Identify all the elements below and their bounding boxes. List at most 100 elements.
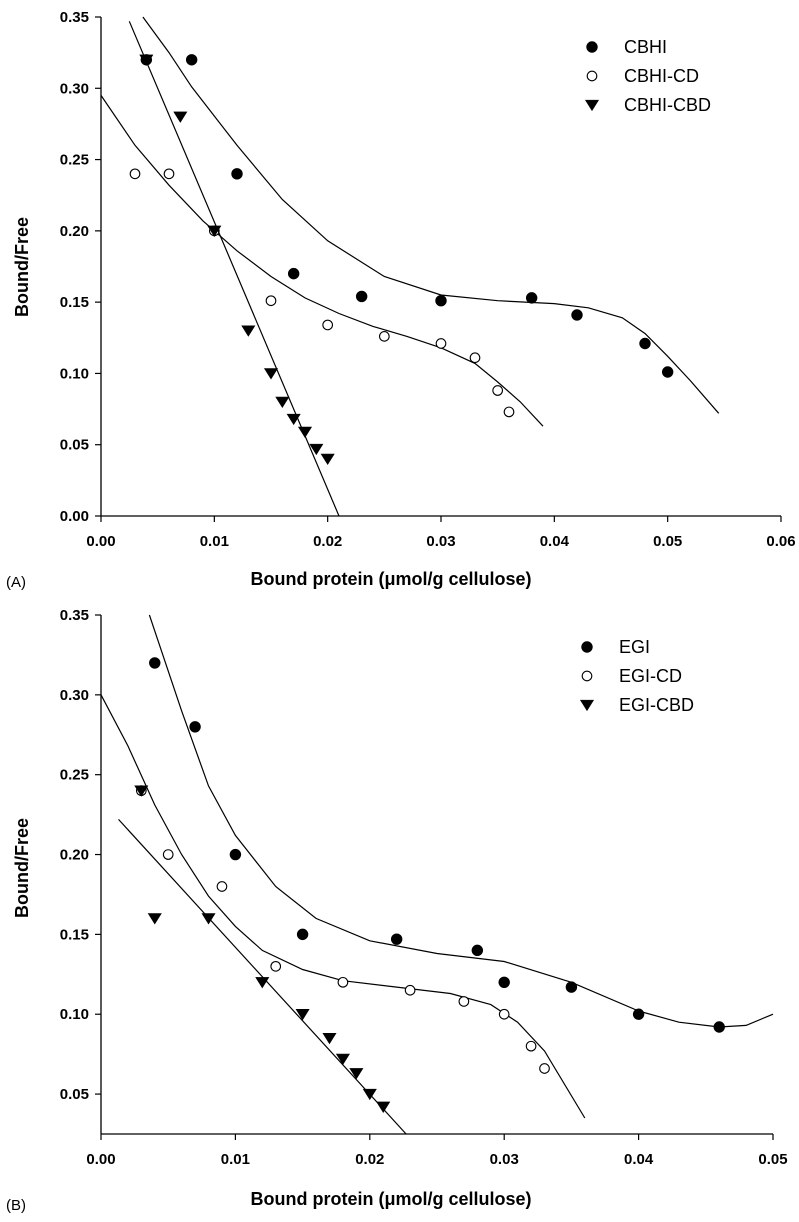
data-point: [362, 1088, 377, 1101]
data-point: [275, 396, 290, 409]
data-point: [296, 928, 309, 941]
x-tick-label: 0.02: [355, 1151, 384, 1168]
data-point: [492, 385, 504, 396]
fit-curve: [148, 614, 774, 1028]
data-point: [713, 1021, 725, 1033]
x-tick-label: 0.06: [766, 533, 795, 550]
data-point: [270, 960, 282, 972]
data-point: [390, 933, 403, 945]
data-point: [525, 1040, 537, 1052]
y-tick-label: 0.10: [60, 365, 89, 382]
data-point: [263, 368, 279, 380]
y-tick-label: 0.15: [60, 294, 89, 311]
data-point: [469, 352, 481, 364]
y-tick-label: 0.15: [60, 926, 89, 943]
data-point: [471, 944, 484, 957]
data-point: [162, 849, 174, 860]
legend-label: EGI: [619, 637, 650, 657]
data-point: [639, 337, 651, 350]
legend-marker: [579, 699, 595, 712]
data-point: [189, 721, 201, 733]
y-tick-label: 0.30: [60, 687, 89, 704]
data-point: [404, 984, 416, 996]
y-tick-label: 0.10: [60, 1006, 89, 1023]
data-point: [207, 225, 222, 237]
data-point: [565, 981, 578, 993]
data-point: [309, 443, 324, 456]
legend-marker: [586, 41, 598, 53]
fit-curve: [100, 95, 544, 427]
data-point: [525, 292, 538, 304]
legend-label: CBHI-CBD: [624, 95, 711, 115]
y-tick-label: 0.25: [60, 152, 89, 169]
data-point: [632, 1008, 645, 1020]
x-tick-label: 0.01: [200, 533, 229, 550]
data-point: [498, 976, 510, 988]
legend-label: EGI-CD: [619, 666, 682, 686]
y-tick-label: 0.35: [60, 607, 89, 624]
data-point: [241, 325, 256, 337]
data-point: [378, 331, 390, 342]
series-cbhi: [140, 16, 720, 414]
data-point: [173, 111, 188, 123]
data-point: [349, 1068, 364, 1080]
data-point: [231, 168, 243, 180]
data-point: [458, 996, 470, 1007]
y-tick-label: 0.05: [60, 437, 89, 454]
panel-label: (A): [6, 574, 26, 591]
data-point: [201, 913, 216, 925]
panel-a-chart: 0.00 0.05 0.10 0.15 0.20 0.25 0.30 0.35 0.00 0.01…: [6, 9, 796, 591]
y-tick-label: 0.25: [60, 767, 89, 784]
data-point: [503, 406, 515, 418]
x-tick-label: 0.01: [221, 1151, 250, 1168]
data-point: [322, 1033, 337, 1045]
data-point: [255, 977, 270, 989]
data-point: [498, 1008, 510, 1020]
y-axis-label: Bound/Free: [12, 818, 32, 918]
x-axis-label: Bound protein (μmol/g cellulose): [250, 1189, 531, 1209]
legend-marker: [586, 70, 598, 82]
y-tick-label: 0.20: [60, 223, 89, 240]
data-point: [320, 453, 335, 466]
legend-marker: [581, 670, 593, 682]
series-egi-cbd: [118, 785, 407, 1135]
panel-b-chart: 0.05 0.10 0.15 0.20 0.25 0.30 0.35 0.00 0.01 0.02…: [6, 607, 788, 1214]
legend-label: EGI-CBD: [619, 695, 694, 715]
x-tick-label: 0.05: [758, 1151, 787, 1168]
legend-marker: [584, 99, 600, 112]
data-point: [286, 413, 301, 426]
y-tick-label: 0.00: [60, 508, 89, 525]
data-point: [376, 1101, 391, 1113]
data-point: [185, 54, 198, 66]
legend-label: CBHI: [624, 37, 667, 57]
y-tick-label: 0.05: [60, 1086, 89, 1103]
data-point: [265, 295, 277, 307]
x-tick-label: 0.05: [653, 533, 682, 550]
series-egi-cd: [100, 694, 586, 1119]
data-point: [661, 366, 674, 378]
y-axis-label: Bound/Free: [12, 217, 32, 317]
data-point: [335, 1053, 350, 1066]
data-point: [147, 913, 162, 925]
data-point: [297, 426, 313, 438]
data-point: [435, 338, 447, 349]
legend-marker: [581, 641, 593, 653]
panel-label: (B): [6, 1197, 26, 1214]
data-point: [287, 267, 300, 280]
series-cbhi-cbd: [128, 21, 340, 517]
x-axis-label: Bound protein (μmol/g cellulose): [250, 569, 531, 589]
x-tick-label: 0.02: [313, 533, 342, 550]
y-tick-label: 0.35: [60, 9, 89, 26]
x-tick-label: 0.03: [426, 533, 455, 550]
fit-curve: [128, 21, 340, 517]
data-point: [216, 881, 228, 892]
x-tick-label: 0.04: [540, 533, 570, 550]
data-point: [229, 848, 242, 861]
data-point: [149, 657, 161, 669]
data-point: [355, 290, 368, 303]
data-point: [337, 976, 349, 988]
data-point: [322, 319, 334, 331]
fit-curve: [142, 16, 720, 414]
x-tick-label: 0.04: [624, 1151, 654, 1168]
